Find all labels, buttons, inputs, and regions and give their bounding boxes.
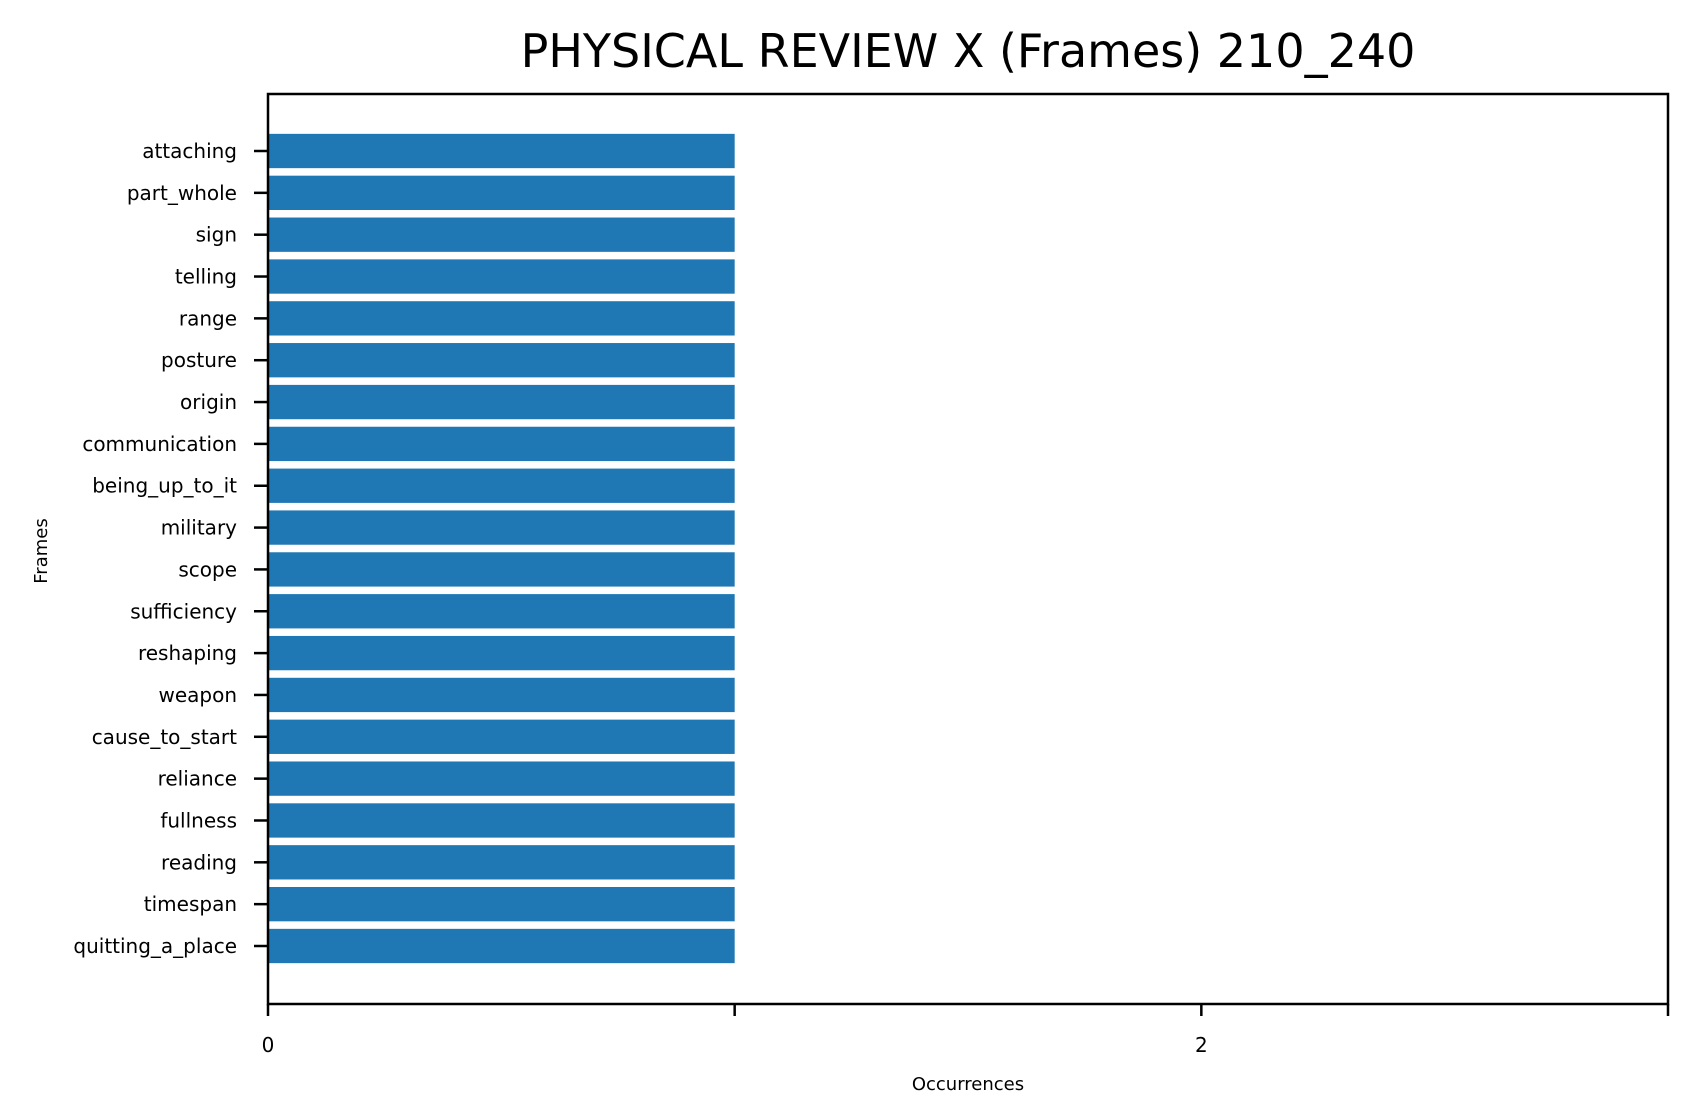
y-tick-label: fullness (160, 808, 237, 832)
x-axis-label: Occurrences (912, 1074, 1024, 1095)
y-axis-label: Frames (31, 518, 52, 583)
y-tick-label: communication (82, 432, 237, 456)
bar-fullness (268, 803, 735, 838)
bar-reshaping (268, 635, 735, 671)
y-tick-label: reliance (158, 767, 237, 791)
x-tick-label: 2 (1195, 1033, 1208, 1057)
bar-range (268, 301, 735, 336)
bar-attaching (268, 133, 735, 169)
y-tick-label: being_up_to_it (92, 474, 237, 498)
bar-being-up-to-it (268, 468, 735, 503)
bar-part-whole (268, 175, 735, 210)
y-tick-label: origin (180, 390, 237, 414)
y-tick-label: scope (178, 557, 237, 581)
y-tick-label: attaching (142, 139, 237, 163)
y-tick-label: military (161, 516, 237, 540)
chart-title: PHYSICAL REVIEW X (Frames) 210_240 (521, 24, 1416, 78)
bar-sign (268, 217, 735, 252)
bar-reliance (268, 761, 735, 796)
bar-communication (268, 426, 735, 462)
plot-frame (266, 92, 1670, 1006)
y-tick-label: timespan (144, 892, 237, 916)
bar-cause-to-start (268, 719, 735, 754)
bar-sufficiency (268, 594, 735, 629)
y-tick-label: reading (161, 850, 237, 874)
y-tick-label: quitting_a_place (73, 934, 237, 958)
bar-timespan (268, 887, 735, 922)
x-tick-label: 0 (262, 1033, 275, 1057)
y-tick-label: part_whole (127, 181, 237, 205)
bar-weapon (268, 677, 735, 713)
bar-reading (268, 845, 735, 880)
y-tick-label: telling (175, 265, 237, 289)
bar-military (268, 510, 735, 545)
bar-telling (268, 259, 735, 294)
y-tick-label: sign (196, 223, 237, 247)
bar-quitting-a-place (268, 928, 735, 964)
y-tick-label: range (179, 306, 237, 330)
y-tick-label: sufficiency (130, 599, 237, 623)
y-tick-label: cause_to_start (92, 725, 237, 749)
bars-group (268, 133, 735, 964)
bar-scope (268, 552, 735, 587)
y-tick-label: weapon (158, 683, 237, 707)
bar-origin (268, 384, 735, 420)
bar-posture (268, 343, 735, 378)
y-tick-label: reshaping (138, 641, 237, 665)
y-tick-label: posture (161, 348, 237, 372)
